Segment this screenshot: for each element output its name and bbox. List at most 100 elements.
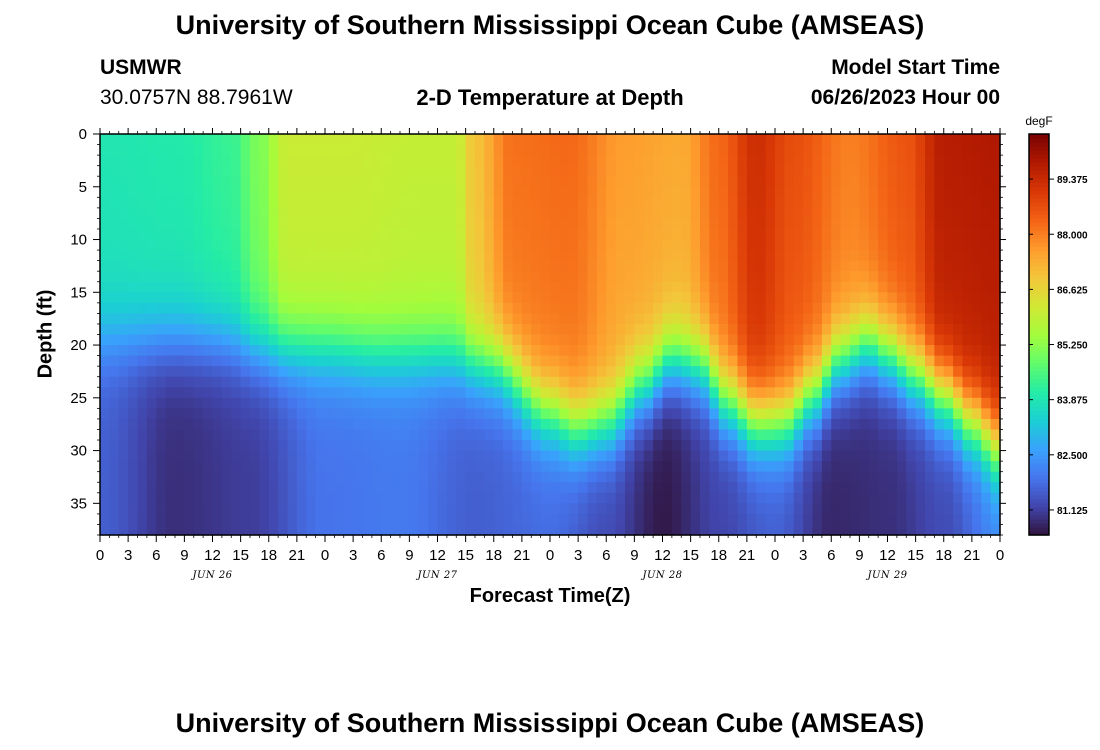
heatmap-cell	[653, 207, 664, 220]
heatmap-cell	[625, 207, 635, 220]
heatmap-cell	[146, 313, 157, 325]
heatmap-cell	[850, 524, 860, 536]
heatmap-cell	[559, 228, 570, 241]
heatmap-cell	[409, 250, 420, 262]
heatmap-cell	[109, 134, 120, 146]
heatmap-cell	[550, 450, 560, 462]
heatmap-cell	[250, 492, 260, 504]
heatmap-cell	[765, 408, 776, 420]
heatmap-cell	[287, 461, 298, 473]
heatmap-cell	[231, 176, 242, 188]
heatmap-cell	[615, 144, 626, 156]
heatmap-cell	[878, 397, 889, 409]
heatmap-cell	[690, 165, 701, 177]
heatmap-cell	[409, 492, 420, 504]
heatmap-cell	[418, 292, 429, 304]
heatmap-cell	[709, 207, 720, 220]
heatmap-cell	[662, 197, 673, 209]
heatmap-cell	[831, 239, 842, 251]
heatmap-cell	[887, 387, 898, 399]
heatmap-cell	[925, 450, 935, 462]
heatmap-cell	[568, 503, 579, 515]
heatmap-cell	[831, 186, 842, 198]
heatmap-cell	[643, 513, 654, 526]
heatmap-cell	[221, 239, 232, 251]
heatmap-cell	[681, 524, 692, 536]
heatmap-cell	[568, 228, 579, 241]
heatmap-cell	[596, 418, 607, 431]
heatmap-cell	[475, 271, 485, 283]
heatmap-cell	[906, 144, 917, 156]
heatmap-cell	[456, 186, 467, 198]
heatmap-cell	[315, 134, 326, 146]
heatmap-cell	[681, 218, 692, 230]
heatmap-cell	[850, 408, 860, 420]
heatmap-cell	[681, 492, 692, 504]
heatmap-cell	[193, 334, 204, 346]
heatmap-cell	[362, 461, 373, 473]
heatmap-cell	[315, 355, 326, 367]
heatmap-cell	[484, 482, 495, 494]
heatmap-cell	[746, 513, 757, 526]
heatmap-cell	[971, 440, 982, 452]
heatmap-cell	[634, 302, 645, 314]
heatmap-cell	[615, 471, 626, 483]
heatmap-cell	[550, 197, 560, 209]
heatmap-cell	[962, 366, 973, 378]
heatmap-cell	[512, 429, 523, 441]
heatmap-cell	[981, 376, 992, 388]
heatmap-cell	[718, 313, 729, 325]
heatmap-cell	[521, 281, 532, 293]
heatmap-cell	[850, 323, 860, 336]
heatmap-cell	[325, 334, 335, 346]
heatmap-cell	[803, 355, 814, 367]
heatmap-cell	[840, 503, 851, 515]
heatmap-cell	[953, 376, 964, 388]
heatmap-cell	[550, 155, 560, 167]
heatmap-cell	[578, 450, 589, 462]
heatmap-cell	[184, 524, 195, 536]
heatmap-cell	[868, 503, 879, 515]
heatmap-cell	[100, 155, 110, 167]
heatmap-cell	[475, 397, 485, 409]
heatmap-cell	[709, 218, 720, 230]
heatmap-cell	[146, 461, 157, 473]
heatmap-cell	[381, 197, 392, 209]
heatmap-cell	[765, 334, 776, 346]
heatmap-cell	[400, 440, 410, 452]
heatmap-cell	[484, 492, 495, 504]
heatmap-cell	[596, 397, 607, 409]
heatmap-cell	[175, 144, 185, 156]
heatmap-cell	[700, 176, 710, 188]
heatmap-cell	[671, 186, 682, 198]
heatmap-cell	[268, 492, 279, 504]
heatmap-cell	[587, 144, 598, 156]
heatmap-cell	[962, 186, 973, 198]
colorbar-segment	[1029, 478, 1049, 484]
heatmap-cell	[915, 271, 926, 283]
heatmap-cell	[521, 144, 532, 156]
heatmap-cell	[915, 165, 926, 177]
heatmap-cell	[306, 218, 317, 230]
heatmap-cell	[484, 397, 495, 409]
heatmap-cell	[606, 408, 617, 420]
heatmap-cell	[981, 207, 992, 220]
heatmap-cell	[193, 134, 204, 146]
colorbar-segment	[1029, 510, 1049, 516]
heatmap-cell	[493, 513, 504, 526]
heatmap-cell	[400, 218, 410, 230]
heatmap-cell	[915, 313, 926, 325]
heatmap-cell	[765, 387, 776, 399]
heatmap-cell	[671, 408, 682, 420]
heatmap-cell	[887, 503, 898, 515]
heatmap-cell	[878, 292, 889, 304]
heatmap-cell	[296, 207, 307, 220]
heatmap-cell	[568, 366, 579, 378]
heatmap-cell	[446, 387, 457, 399]
heatmap-cell	[990, 207, 1001, 220]
heatmap-cell	[353, 334, 364, 346]
heatmap-cell	[334, 429, 345, 441]
heatmap-cell	[962, 482, 973, 494]
heatmap-cell	[118, 218, 129, 230]
heatmap-cell	[784, 471, 795, 483]
